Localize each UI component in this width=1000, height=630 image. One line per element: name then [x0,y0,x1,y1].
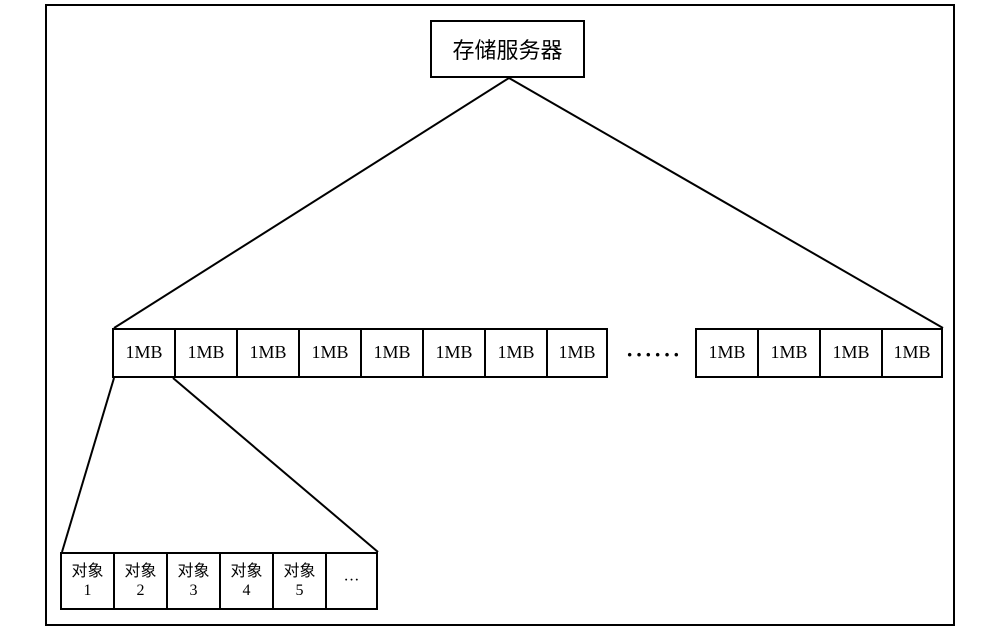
obj-cell: 对象 5 [272,552,325,610]
mb-cell: 1MB [695,328,757,378]
mb-row-left: 1MB 1MB 1MB 1MB 1MB 1MB 1MB 1MB [112,328,608,378]
mb-cell: 1MB [236,328,298,378]
mb-cell: 1MB [757,328,819,378]
diagram-frame [45,4,955,626]
mb-row-right: 1MB 1MB 1MB 1MB [695,328,943,378]
obj-cell: 对象 1 [60,552,113,610]
mb-ellipsis: ······ [626,342,682,368]
mb-cell: 1MB [298,328,360,378]
mb-cell: 1MB [819,328,881,378]
mb-cell: 1MB [360,328,422,378]
mb-cell: 1MB [881,328,943,378]
obj-row: 对象 1 对象 2 对象 3 对象 4 对象 5 ··· [60,552,378,610]
obj-cell: 对象 4 [219,552,272,610]
obj-cell: 对象 2 [113,552,166,610]
mb-cell: 1MB [422,328,484,378]
mb-cell: 1MB [484,328,546,378]
obj-cell-ellipsis: ··· [325,552,378,610]
obj-cell: 对象 3 [166,552,219,610]
mb-cell: 1MB [112,328,174,378]
root-server-label: 存储服务器 [452,33,562,65]
root-server-box: 存储服务器 [430,20,585,78]
mb-cell: 1MB [174,328,236,378]
mb-cell: 1MB [546,328,608,378]
